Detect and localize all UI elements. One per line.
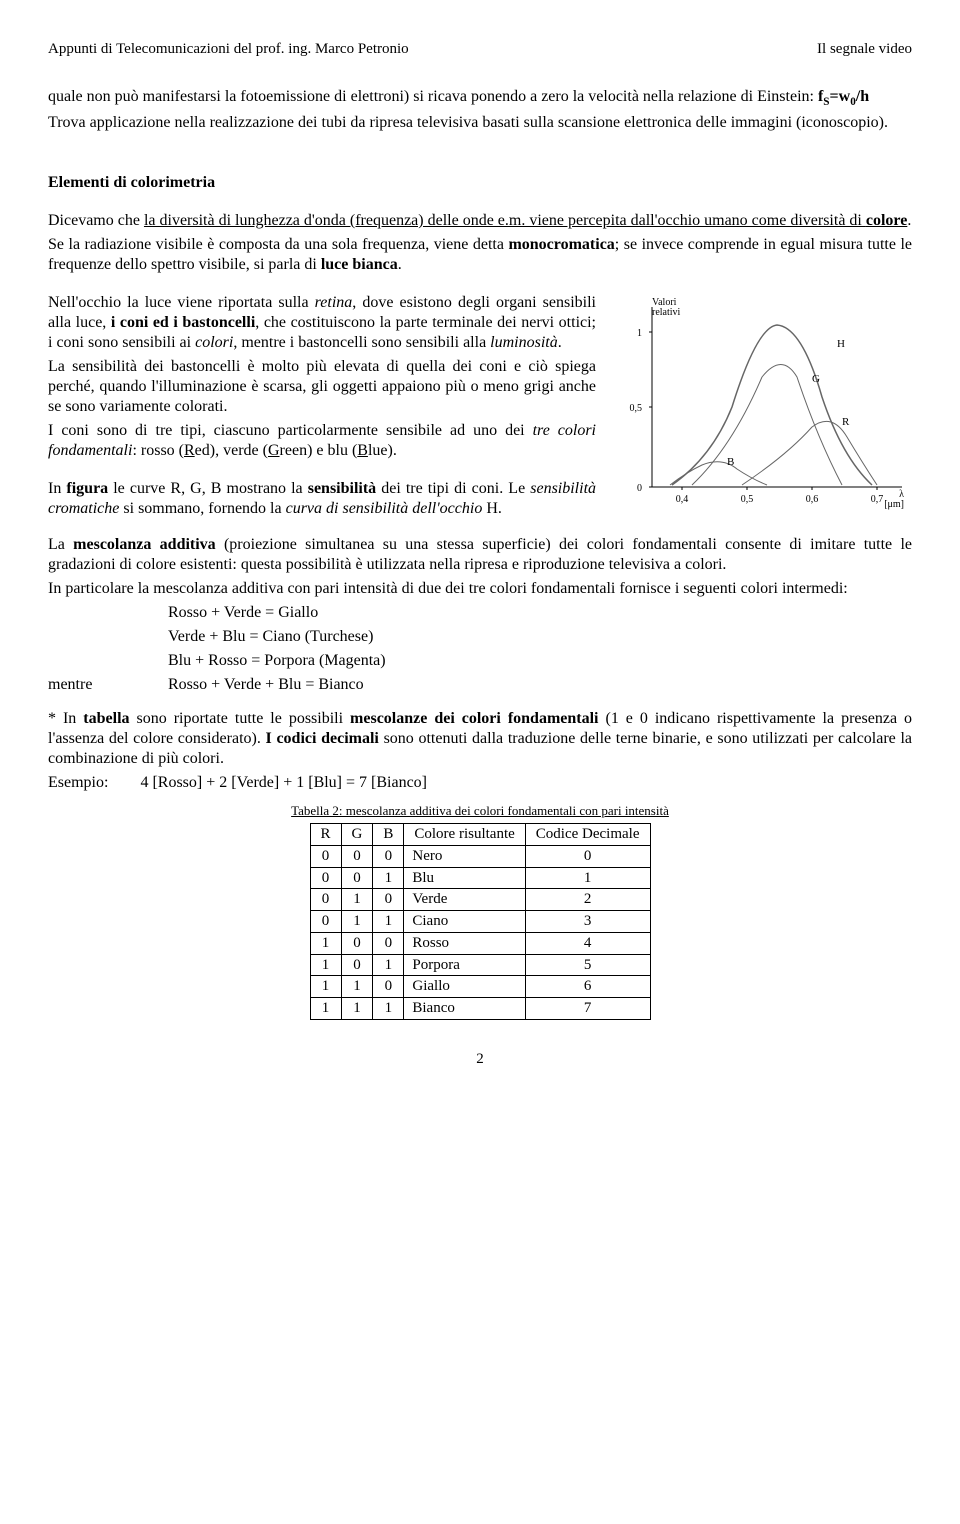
page-number: 2 bbox=[48, 1050, 912, 1069]
paragraph-iconoscopio: Trova applicazione nella realizzazione d… bbox=[48, 113, 912, 133]
table-row: 000Nero0 bbox=[310, 845, 650, 867]
table-row: 011Ciano3 bbox=[310, 911, 650, 933]
svg-text:0,7: 0,7 bbox=[871, 494, 884, 505]
label-b: B bbox=[727, 456, 734, 468]
svg-text:0,4: 0,4 bbox=[676, 494, 689, 505]
paragraph-esempio: Esempio: 4 [Rosso] + 2 [Verde] + 1 [Blu]… bbox=[48, 773, 912, 793]
label-r: R bbox=[842, 416, 850, 428]
mix-line-3: Blu + Rosso = Porpora (Magenta) bbox=[168, 651, 912, 671]
curve-r bbox=[742, 421, 877, 485]
table-row: 111Bianco7 bbox=[310, 998, 650, 1020]
table-row: 101Porpora5 bbox=[310, 954, 650, 976]
mentre-label: mentre bbox=[48, 675, 168, 695]
ytick-05: 0,5 bbox=[630, 403, 643, 414]
table-row: 100Rosso4 bbox=[310, 932, 650, 954]
svg-text:[μm]: [μm] bbox=[884, 499, 904, 510]
paragraph-intermedi: In particolare la mescolanza additiva co… bbox=[48, 579, 912, 599]
curve-b bbox=[670, 462, 767, 485]
paragraph-colore: Dicevamo che la diversità di lunghezza d… bbox=[48, 211, 912, 231]
header-left: Appunti di Telecomunicazioni del prof. i… bbox=[48, 40, 409, 59]
table-row: 001Blu1 bbox=[310, 867, 650, 889]
svg-text:0,6: 0,6 bbox=[806, 494, 819, 505]
paragraph-monocromatica: Se la radiazione visibile è composta da … bbox=[48, 235, 912, 275]
paragraph-mescolanza: La mescolanza additiva (proiezione simul… bbox=[48, 535, 912, 575]
table-row: 010Verde2 bbox=[310, 889, 650, 911]
chart-ylabel-2: relativi bbox=[652, 307, 681, 318]
table-caption: Tabella 2: mescolanza additiva dei color… bbox=[48, 803, 912, 819]
mix-line-2: Verde + Blu = Ciano (Turchese) bbox=[168, 627, 912, 647]
ytick-1: 1 bbox=[637, 328, 642, 339]
label-g: G bbox=[812, 373, 820, 385]
header-right: Il segnale video bbox=[817, 40, 912, 59]
ytick-0: 0 bbox=[637, 483, 642, 494]
sensitivity-chart: 0 0,5 1 Valori relativi 0,4 0,5 0,6 0,7 … bbox=[612, 297, 912, 517]
section-title: Elementi di colorimetria bbox=[48, 173, 912, 193]
table-row: 110Giallo6 bbox=[310, 976, 650, 998]
color-mix-table: R G B Colore risultante Codice Decimale … bbox=[310, 823, 651, 1020]
label-h: H bbox=[837, 338, 845, 350]
mix-line-4: Rosso + Verde + Blu = Bianco bbox=[168, 675, 364, 695]
svg-text:0,5: 0,5 bbox=[741, 494, 754, 505]
mix-line-1: Rosso + Verde = Giallo bbox=[168, 603, 912, 623]
paragraph-tabella: * In tabella sono riportate tutte le pos… bbox=[48, 709, 912, 769]
table-header-row: R G B Colore risultante Codice Decimale bbox=[310, 824, 650, 846]
paragraph-intro: quale non può manifestarsi la fotoemissi… bbox=[48, 87, 912, 109]
